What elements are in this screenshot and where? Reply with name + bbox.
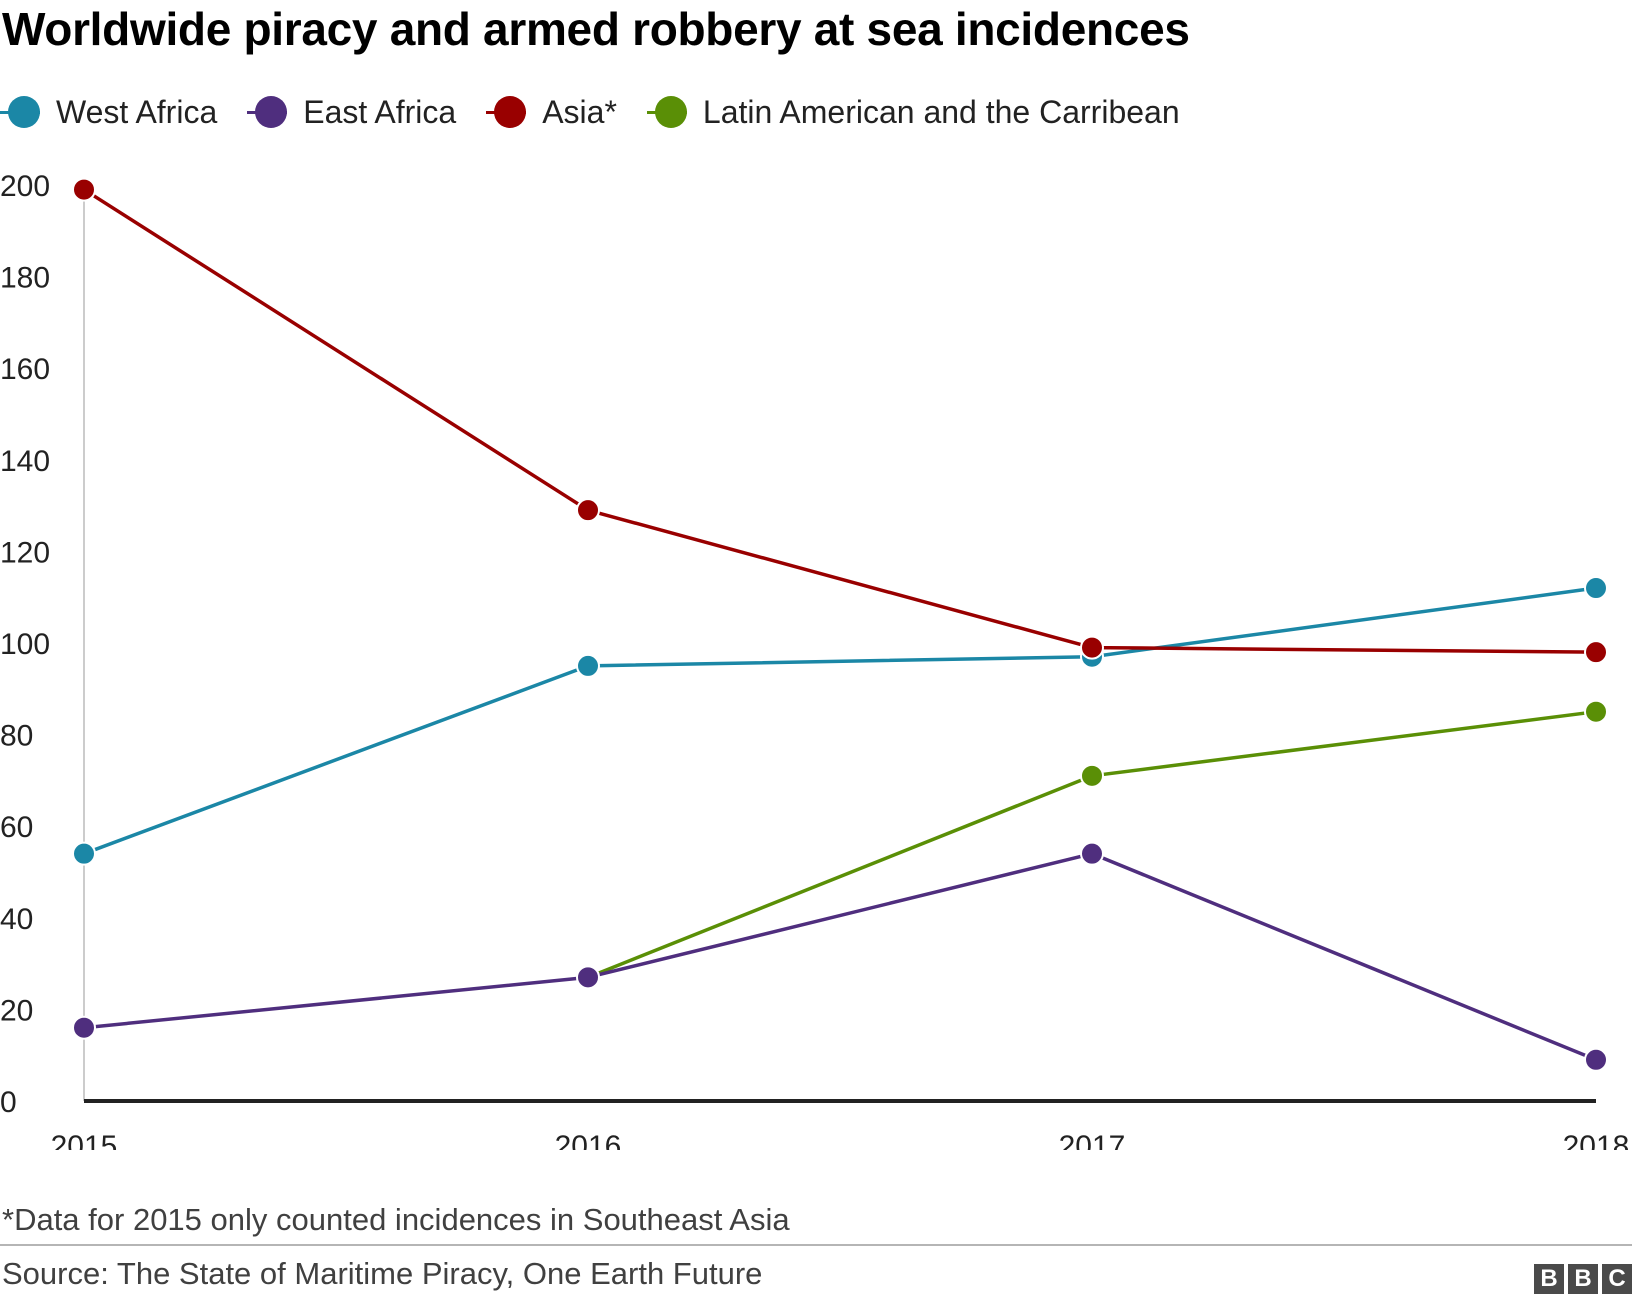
y-tick-label: 40: [0, 903, 33, 936]
bbc-logo: B B C: [1534, 1264, 1632, 1294]
line-chart: 0 20 40 60 80 100 120 140 160 180 200 2015 2016 2017…: [0, 170, 1630, 1150]
series-asia: [72, 177, 1608, 665]
legend: West Africa East Africa Asia* Latin Amer…: [0, 92, 1210, 132]
legend-item-west-africa: West Africa: [0, 92, 217, 132]
series-layer: [72, 177, 1608, 1072]
data-point-asia: [1080, 635, 1104, 660]
series-east-africa: [72, 841, 1608, 1072]
data-point-west-africa: [576, 653, 600, 678]
legend-item-latin-america: Latin American and the Carribean: [646, 92, 1180, 132]
data-point-east-africa: [1080, 841, 1104, 866]
bbc-logo-letter: B: [1568, 1264, 1598, 1294]
data-point-west-africa: [72, 841, 96, 866]
y-tick-label: 180: [0, 262, 50, 295]
legend-marker-asia: [486, 92, 534, 132]
legend-marker-latin-america: [646, 92, 695, 132]
divider: [0, 1244, 1632, 1246]
x-axis: 2015 2016 2017 2018: [51, 1130, 1630, 1150]
legend-item-asia: Asia*: [486, 92, 617, 132]
data-point-asia: [1584, 640, 1608, 665]
chart-title: Worldwide piracy and armed robbery at se…: [2, 3, 1190, 55]
y-tick-label: 80: [0, 720, 33, 753]
y-tick-label: 60: [0, 811, 33, 844]
y-tick-label: 200: [0, 170, 50, 203]
legend-marker-west-africa: [0, 92, 48, 132]
data-point-latin-american-and-the-carribean: [1584, 699, 1608, 724]
series-line-asia: [83, 188, 1597, 654]
legend-label-asia: Asia*: [542, 93, 617, 130]
series-line-west-africa: [83, 586, 1597, 856]
data-point-east-africa: [576, 965, 600, 990]
data-point-asia: [576, 498, 600, 523]
series-line-east-africa: [83, 851, 1597, 1062]
series-west-africa: [72, 576, 1608, 866]
source-text: Source: The State of Maritime Piracy, On…: [2, 1256, 763, 1291]
y-tick-label: 120: [0, 536, 50, 569]
y-axis: 0 20 40 60 80 100 120 140 160 180 200: [0, 170, 50, 1119]
data-point-east-africa: [1584, 1047, 1608, 1072]
legend-marker-east-africa: [247, 92, 295, 132]
y-tick-label: 140: [0, 445, 50, 478]
footnote: *Data for 2015 only counted incidences i…: [2, 1202, 790, 1237]
x-tick-label: 2016: [555, 1130, 622, 1150]
y-tick-label: 0: [0, 1086, 17, 1119]
x-tick-label: 2017: [1059, 1130, 1126, 1150]
legend-label-latin-america: Latin American and the Carribean: [702, 93, 1180, 130]
y-tick-label: 160: [0, 353, 50, 386]
y-tick-label: 20: [0, 994, 33, 1027]
legend-item-east-africa: East Africa: [247, 92, 456, 132]
data-point-latin-american-and-the-carribean: [1080, 763, 1104, 788]
x-tick-label: 2015: [51, 1130, 118, 1150]
x-tick-label: 2018: [1563, 1130, 1630, 1150]
data-point-east-africa: [72, 1015, 96, 1040]
legend-label-east-africa: East Africa: [303, 93, 457, 130]
y-tick-label: 100: [0, 628, 50, 661]
bbc-logo-letter: C: [1602, 1264, 1632, 1294]
bbc-logo-letter: B: [1534, 1264, 1564, 1294]
legend-label-west-africa: West Africa: [56, 93, 218, 130]
data-point-west-africa: [1584, 576, 1608, 601]
data-point-asia: [72, 177, 96, 202]
